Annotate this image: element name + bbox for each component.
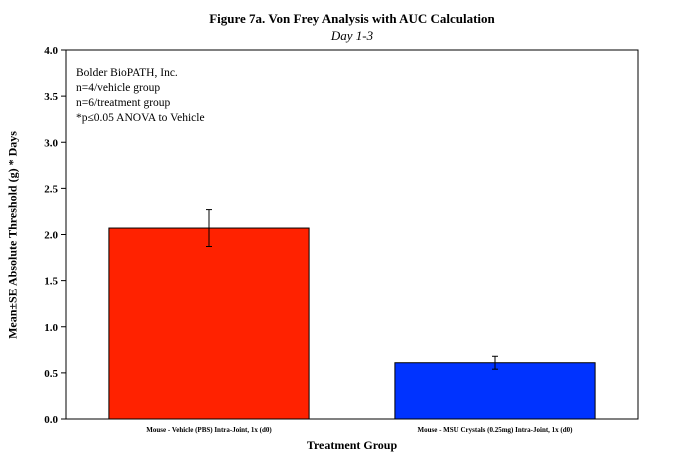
x-tick-label-0: Mouse - Vehicle (PBS) Intra-Joint, 1x (d… [146,426,272,434]
y-tick-label-5: 2.5 [44,183,58,195]
y-tick-label-4: 2.0 [44,230,58,242]
annotation-block: Bolder BioPATH, Inc. n=4/vehicle group n… [76,66,205,126]
y-tick-label-2: 1.0 [44,322,58,334]
bar-1 [394,362,596,420]
x-axis: Mouse - Vehicle (PBS) Intra-Joint, 1x (d… [146,426,573,434]
bar-series [108,209,596,420]
y-axis: 0.0 0.5 1.0 1.5 2.0 2.5 3.0 3.5 4.0 [44,45,66,426]
annotation-vehicle-n: n=4/vehicle group [76,82,161,94]
annotation-significance: *p≤0.05 ANOVA to Vehicle [76,112,205,124]
y-axis-label: Mean±SE Absolute Threshold (g) * Days [5,131,20,339]
y-tick-label-1: 0.5 [44,368,58,380]
y-tick-label-6: 3.0 [44,137,58,149]
chart-title: Figure 7a. Von Frey Analysis with AUC Ca… [209,11,495,26]
x-axis-label: Treatment Group [306,438,398,452]
x-tick-label-1: Mouse - MSU Crystals (0.25mg) Intra-Join… [418,426,574,434]
annotation-lab: Bolder BioPATH, Inc. [76,67,178,79]
chart-subtitle: Day 1-3 [330,28,374,43]
bar-0 [108,227,310,420]
y-tick-label-0: 0.0 [44,414,58,426]
y-tick-label-8: 4.0 [44,45,58,57]
y-tick-label-7: 3.5 [44,91,58,103]
y-tick-label-3: 1.5 [44,276,58,288]
annotation-treatment-n: n=6/treatment group [76,97,171,109]
